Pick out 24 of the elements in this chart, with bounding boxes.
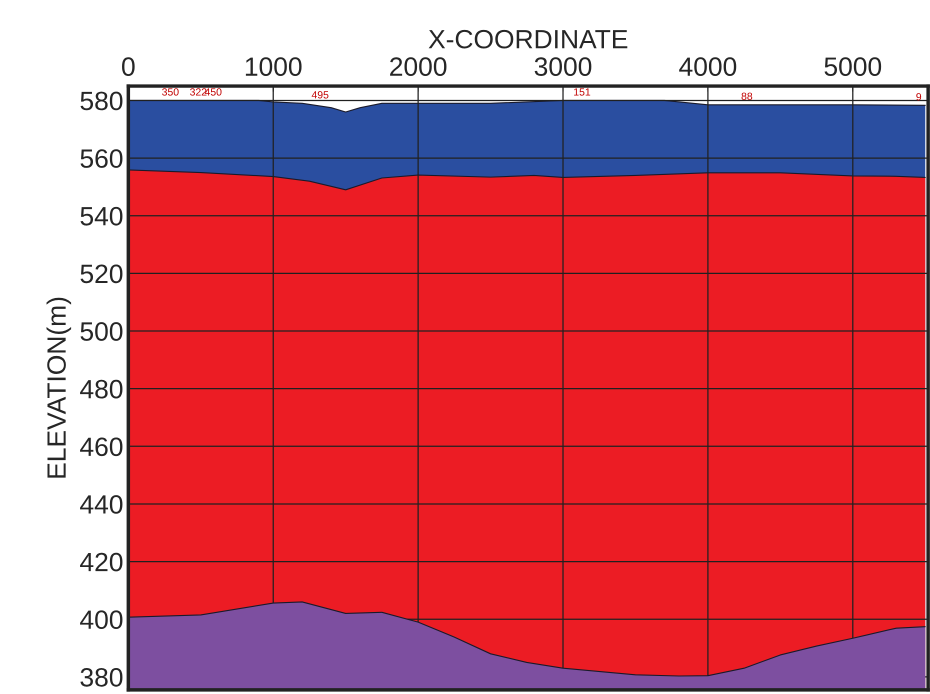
y-tick-label: 540 (80, 206, 122, 226)
y-axis-title: ELEVATION(m) (46, 298, 72, 478)
y-tick-label: 440 (80, 495, 122, 514)
x-tick-label: 3000 (534, 57, 592, 76)
x-tick-label: 2000 (390, 57, 446, 76)
y-tick-label: 400 (80, 610, 122, 630)
annotation: 151 (574, 88, 590, 96)
x-tick-label: 0 (122, 57, 135, 76)
annotation: 88 (742, 92, 752, 100)
y-tick-label: 560 (80, 149, 122, 168)
annotation: 9 (916, 93, 922, 101)
x-tick-label: 4000 (679, 57, 736, 76)
y-tick-label: 420 (80, 552, 122, 572)
annotation: 350 (162, 88, 179, 96)
y-tick-label: 380 (80, 668, 122, 687)
x-tick-label: 5000 (824, 57, 882, 76)
y-tick-label: 520 (80, 264, 122, 284)
annotation: 495 (312, 91, 328, 99)
x-axis-title: X-COORDINATE (428, 30, 628, 49)
y-tick-label: 460 (80, 437, 122, 456)
x-tick-label: 1000 (246, 57, 302, 76)
y-tick-label: 500 (80, 322, 122, 341)
y-tick-label: 580 (80, 92, 122, 110)
y-tick-label: 480 (80, 380, 122, 398)
